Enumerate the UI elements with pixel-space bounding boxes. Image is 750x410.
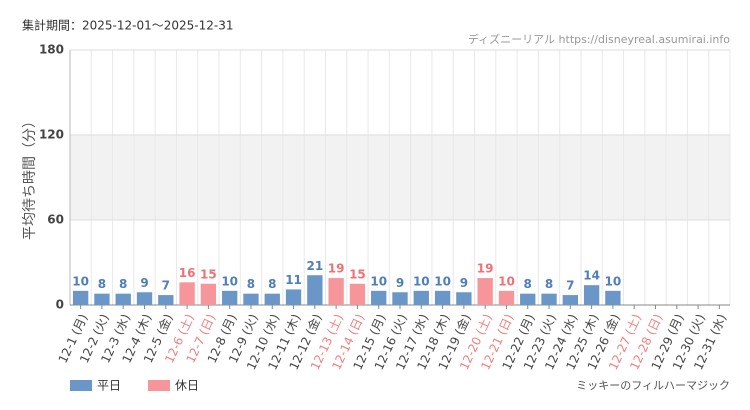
y-tick-label: 0: [56, 298, 64, 312]
bar: [434, 290, 451, 305]
legend-swatch: [70, 380, 92, 391]
bar: [179, 282, 195, 305]
bar: [158, 295, 174, 305]
value-label: 10: [221, 274, 238, 288]
y-axis-label: 平均待ち時間（分）: [22, 114, 38, 240]
bar: [541, 293, 557, 305]
value-label: 8: [247, 277, 255, 291]
y-tick-label: 60: [47, 213, 64, 227]
subject: ミッキーのフィルハーマジック: [576, 379, 730, 392]
bar: [456, 292, 472, 305]
value-label: 10: [370, 274, 387, 288]
value-label: 10: [605, 274, 622, 288]
bar: [264, 293, 280, 305]
value-label: 8: [545, 277, 553, 291]
value-label: 8: [98, 277, 106, 291]
value-label: 10: [498, 274, 515, 288]
bar: [115, 293, 131, 305]
bar: [392, 292, 408, 305]
value-label: 15: [200, 267, 217, 281]
bar: [72, 290, 89, 305]
bar: [498, 290, 515, 305]
bar: [605, 290, 621, 305]
value-label: 9: [396, 276, 404, 290]
bar: [413, 290, 429, 305]
value-label: 7: [566, 279, 574, 293]
value-label: 10: [413, 274, 430, 288]
bar: [136, 292, 153, 305]
y-tick-label: 120: [39, 128, 64, 142]
bar: [243, 293, 259, 305]
value-label: 9: [140, 276, 148, 290]
bar: [520, 293, 536, 305]
value-label: 16: [179, 266, 196, 280]
value-label: 21: [306, 259, 323, 273]
value-label: 9: [460, 276, 468, 290]
bar: [285, 289, 302, 305]
value-label: 14: [583, 269, 600, 283]
bar: [562, 295, 578, 305]
bar: [583, 285, 600, 305]
value-label: 10: [434, 274, 451, 288]
bar: [328, 278, 344, 305]
bar: [222, 290, 238, 305]
bar: [349, 283, 366, 305]
legend-label: 休日: [175, 379, 199, 393]
bar: [371, 290, 387, 305]
value-label: 15: [349, 267, 366, 281]
value-label: 19: [328, 262, 345, 276]
value-label: 7: [162, 279, 170, 293]
value-label: 11: [285, 273, 302, 287]
legend-swatch: [148, 380, 170, 391]
bar: [94, 293, 110, 305]
value-label: 8: [119, 277, 127, 291]
value-label: 8: [524, 277, 532, 291]
value-label: 19: [477, 262, 494, 276]
bar: [477, 278, 493, 305]
y-tick-label: 180: [39, 43, 64, 57]
value-label: 8: [268, 277, 276, 291]
source: ディズニーリアル https://disneyreal.asumirai.inf…: [468, 32, 730, 46]
bar: [307, 275, 323, 305]
bar: [200, 283, 217, 305]
period: 集計期間：2025-12-01〜2025-12-31: [22, 18, 233, 33]
legend-label: 平日: [97, 379, 121, 393]
band: [70, 135, 730, 220]
value-label: 10: [72, 274, 89, 288]
